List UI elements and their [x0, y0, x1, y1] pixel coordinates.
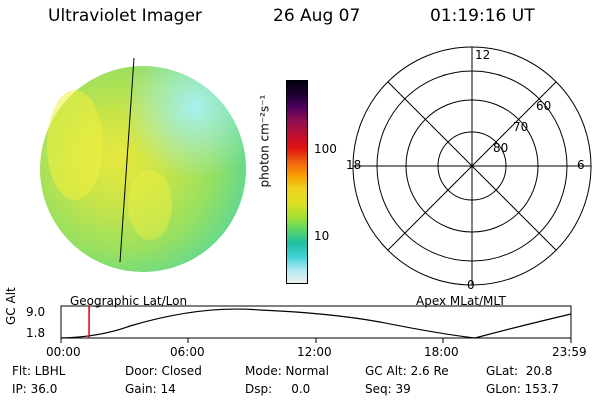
date-label: 26 Aug 07 [273, 6, 361, 26]
x-tick-label-1200: 12:00 [297, 345, 332, 359]
timeline-y-tick-low: 1.8 [26, 326, 46, 340]
timeline-frame [60, 305, 572, 339]
mlt-diagonal-1 [387, 81, 557, 251]
info-ip: IP: 36.0 [12, 382, 58, 396]
timeline-y-label: GC Alt [4, 287, 18, 325]
mlt-label-12: 12 [475, 48, 490, 62]
x-tick-label-0600: 06:00 [170, 345, 205, 359]
mlt-label-0: 0 [467, 278, 475, 292]
timeline-right-caption: Apex MLat/MLT [416, 294, 506, 308]
track-line [119, 57, 135, 263]
mlt-label-18: 18 [346, 158, 361, 172]
earth-disk [40, 66, 246, 272]
bright-region-center [128, 170, 172, 240]
info-glat: GLat: 20.8 [486, 364, 553, 378]
x-tick-label-0000: 00:00 [46, 345, 81, 359]
lat-label-60: 60 [536, 99, 551, 113]
timeline-y-tick-high: 9.0 [26, 305, 46, 319]
limb-glow [40, 66, 246, 272]
colorbar-tick-100: 100 [314, 142, 337, 156]
altitude-curve [60, 308, 572, 339]
lat-ring-60 [376, 70, 568, 262]
mlt-label-6: 6 [577, 158, 585, 172]
lat-ring-80 [437, 131, 507, 201]
colorbar-tick-10: 10 [314, 229, 330, 243]
info-flt: Flt: LBHL [12, 364, 66, 378]
info-door: Door: Closed [125, 364, 202, 378]
mlt-diagonal-2 [387, 81, 557, 251]
lat-ring-50 [352, 46, 592, 286]
timeline-left-caption: Geographic Lat/Lon [70, 294, 188, 308]
time-label: 01:19:16 UT [430, 6, 535, 26]
colorbar-unit-label: photon cm⁻²s⁻¹ [257, 94, 272, 188]
lat-label-70: 70 [513, 120, 528, 134]
lat-ring-70 [405, 99, 539, 233]
instrument-title: Ultraviolet Imager [48, 6, 202, 26]
info-mode: Mode: Normal [245, 364, 329, 378]
info-gcalt: GC Alt: 2.6 Re [365, 364, 449, 378]
x-tick-label-2359: 23:59 [552, 345, 587, 359]
bright-region-west [47, 90, 103, 200]
info-glon: GLon: 153.7 [486, 382, 559, 396]
colorbar [286, 80, 308, 284]
lat-label-80: 80 [493, 141, 508, 155]
info-dsp: Dsp: 0.0 [245, 382, 311, 396]
x-tick-label-1800: 18:00 [424, 345, 459, 359]
colorbar-gradient [287, 81, 307, 283]
info-gain: Gain: 14 [125, 382, 176, 396]
info-seq: Seq: 39 [365, 382, 411, 396]
